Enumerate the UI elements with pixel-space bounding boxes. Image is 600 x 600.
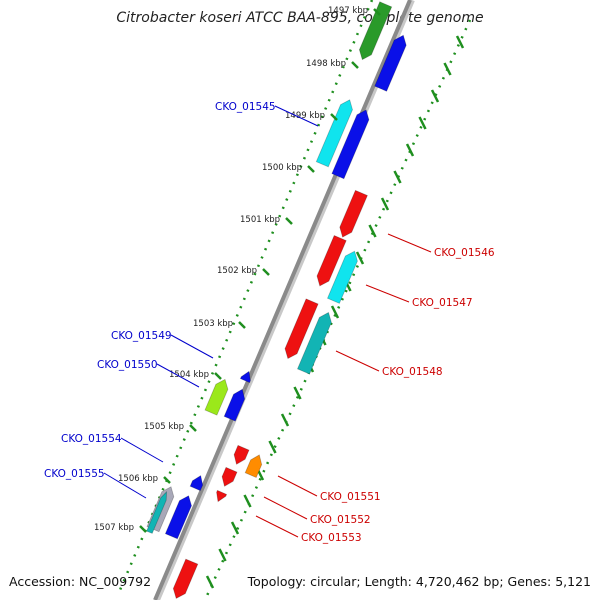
- leader-line: [255, 515, 299, 538]
- track-dash: [455, 35, 465, 49]
- gene-label-forward: CKO_01554: [61, 433, 122, 445]
- track-dash: [218, 548, 227, 562]
- feature-cko-01553: [216, 489, 228, 503]
- gene-label-reverse: CKO_01548: [382, 366, 443, 378]
- kbp-tick-mark: [307, 165, 315, 173]
- track-dash: [368, 224, 377, 238]
- kbp-tick-mark: [262, 268, 270, 276]
- track-dash: [243, 494, 252, 508]
- leader-line: [335, 350, 380, 372]
- feature-cko-01546b: [316, 234, 347, 287]
- kbp-tick-mark: [373, 8, 381, 16]
- feature-top-blue: [374, 34, 407, 92]
- feature-cko-01552: [221, 466, 238, 487]
- feature-top-green: [358, 1, 393, 61]
- track-dash: [430, 89, 440, 103]
- kbp-tick-label: 1503 kbp: [193, 319, 233, 329]
- gene-label-forward: CKO_01555: [44, 468, 105, 480]
- feature-cko-01548: [296, 311, 332, 375]
- track-dash: [230, 521, 240, 535]
- gene-label-reverse: CKO_01546: [434, 247, 495, 259]
- track-dash: [393, 170, 402, 184]
- kbp-tick-label: 1499 kbp: [285, 111, 325, 121]
- leader-line: [156, 363, 200, 388]
- track-dash: [405, 143, 415, 157]
- track-dash: [280, 413, 290, 427]
- leader-line: [365, 284, 410, 303]
- feature-cko-01547: [326, 250, 358, 304]
- kbp-tick-label: 1507 kbp: [94, 523, 134, 533]
- gene-label-forward: CKO_01549: [111, 330, 172, 342]
- feature-cko-01555: [164, 495, 192, 540]
- gene-label-reverse: CKO_01551: [320, 491, 381, 503]
- gene-label-reverse: CKO_01547: [412, 297, 473, 309]
- kbp-tick-mark: [351, 61, 359, 69]
- kbp-tick-mark: [285, 217, 293, 225]
- feature-cko-01545: [315, 99, 353, 168]
- feature-cko-01554: [189, 474, 204, 492]
- feature-cko-01551b: [244, 454, 263, 479]
- feature-cko-01545b: [331, 109, 370, 180]
- genome-summary-text: Topology: circular; Length: 4,720,462 bp…: [247, 574, 591, 589]
- map-title: Citrobacter koseri ATCC BAA-895, complet…: [116, 10, 484, 26]
- track-dash: [380, 197, 390, 211]
- feature-bottom-red: [172, 558, 199, 599]
- feature-cko-01555b: [146, 490, 168, 534]
- feature-cko-01548a: [284, 298, 319, 360]
- feature-cko-01549: [204, 378, 229, 416]
- kbp-tick-mark: [330, 113, 338, 121]
- track-dash: [443, 62, 452, 76]
- gene-label-forward: CKO_01550: [97, 359, 158, 371]
- gene-label-reverse: CKO_01552: [310, 514, 371, 526]
- leader-line: [263, 496, 308, 520]
- leader-line: [387, 233, 432, 253]
- kbp-tick-mark: [238, 321, 246, 329]
- track-dash: [418, 116, 427, 130]
- kbp-tick-label: 1501 kbp: [240, 215, 280, 225]
- kbp-tick-label: 1504 kbp: [169, 370, 209, 380]
- feature-cko-01550: [223, 388, 246, 422]
- feature-small-blue: [239, 370, 251, 384]
- feature-cko-01551: [233, 444, 250, 465]
- leader-line: [274, 105, 319, 127]
- feature-cko-01546: [339, 189, 368, 238]
- kbp-tick-mark: [189, 424, 197, 432]
- backbone-line: [153, 0, 412, 600]
- gene-label-reverse: CKO_01553: [301, 532, 362, 544]
- track-dash: [205, 575, 215, 589]
- leader-line: [277, 475, 318, 497]
- kbp-tick-mark: [214, 372, 222, 380]
- kbp-tick-label: 1497 kbp: [328, 6, 368, 16]
- track-dash: [268, 440, 277, 454]
- leader-line: [103, 472, 147, 499]
- kbp-tick-label: 1500 kbp: [262, 163, 302, 173]
- kbp-tick-label: 1505 kbp: [144, 422, 184, 432]
- gene-label-forward: CKO_01545: [215, 101, 276, 113]
- kbp-tick-label: 1498 kbp: [306, 59, 346, 69]
- leader-line: [170, 334, 214, 359]
- track-dash: [330, 305, 340, 319]
- accession-text: Accession: NC_009792: [9, 574, 152, 589]
- track-dash: [293, 386, 302, 400]
- kbp-tick-label: 1502 kbp: [217, 266, 257, 276]
- kbp-tick-label: 1506 kbp: [118, 474, 158, 484]
- kbp-tick-mark: [139, 525, 147, 533]
- track-dash: [355, 251, 365, 265]
- kbp-tick-mark: [163, 476, 171, 484]
- leader-line: [120, 437, 164, 463]
